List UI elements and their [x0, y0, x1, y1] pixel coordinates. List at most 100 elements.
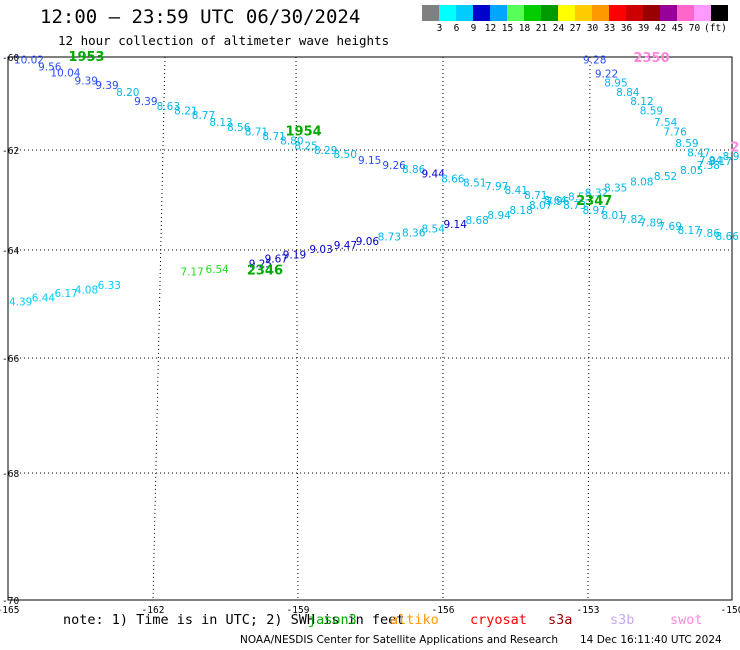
color-scale-unit: (ft) — [704, 23, 727, 34]
mission-cryosat: cryosat — [470, 612, 527, 628]
wave-height-value: 8.64 — [544, 195, 568, 207]
color-scale-swatch — [660, 5, 677, 21]
wave-height-value: 8.77 — [192, 110, 215, 122]
track-time-label: 2347 — [576, 194, 612, 209]
track-time-label: 2350 — [633, 51, 669, 66]
wave-height-value: 8.68 — [465, 215, 488, 227]
wave-height-value: 8.56 — [227, 122, 251, 134]
color-scale-label: 12 — [484, 23, 497, 34]
color-scale-swatch — [558, 5, 575, 21]
wave-height-value: 7.97 — [485, 181, 508, 193]
color-scale-label: 42 — [654, 23, 667, 34]
color-scale-label: 15 — [501, 23, 514, 34]
wave-height-value: 7.82 — [620, 214, 643, 226]
wave-height-value: 8.86 — [402, 164, 426, 176]
wave-height-value: 8.71 — [245, 126, 268, 138]
color-scale-label: 18 — [518, 23, 531, 34]
longitude-label: -159 — [287, 605, 310, 616]
wave-height-value: 8.73 — [378, 232, 401, 244]
wave-height-value: 8.29 — [314, 145, 337, 157]
wave-height-value: 8.54 — [422, 224, 446, 236]
wave-height-value: 9.39 — [75, 75, 98, 87]
wave-height-value: 8.94 — [723, 151, 740, 163]
wave-height-value: 9.19 — [283, 249, 306, 261]
wave-height-value: 9.26 — [382, 160, 406, 172]
color-scale-swatch — [439, 5, 456, 21]
map-subtitle: 12 hour collection of altimeter wave hei… — [58, 33, 390, 48]
color-scale-label: 33 — [603, 23, 616, 34]
wave-height-value: 7.17 — [180, 267, 203, 279]
color-scale-swatch — [626, 5, 643, 21]
color-scale-label: 9 — [470, 23, 477, 34]
wave-height-value: 4.39 — [9, 296, 32, 308]
longitude-label: -153 — [577, 605, 600, 616]
wave-height-value: 8.95 — [604, 78, 627, 90]
wave-height-value: 9.56 — [38, 61, 62, 73]
wave-height-value: 9.15 — [358, 155, 381, 167]
color-scale-swatch — [575, 5, 592, 21]
wave-height-value: 8.94 — [487, 210, 511, 222]
created-timestamp: 14 Dec 16:11:40 UTC 2024 — [580, 634, 722, 646]
latitude-label: -68 — [2, 469, 19, 480]
wave-height-value: 8.13 — [209, 117, 232, 129]
color-scale-swatch — [490, 5, 507, 21]
wave-height-value: 8.36 — [402, 228, 426, 240]
mission-swot: swot — [670, 612, 703, 628]
wave-height-value: 9.06 — [356, 236, 380, 248]
wave-height-value: 6.54 — [205, 264, 229, 276]
wave-height-value: 8.17 — [708, 156, 731, 168]
wave-height-value: 8.01 — [601, 210, 624, 222]
longitude-label: -165 — [0, 605, 19, 616]
wave-height-value: 9.28 — [583, 54, 606, 66]
latitude-label: -66 — [2, 354, 19, 365]
color-scale-swatch — [677, 5, 694, 21]
color-scale-swatch — [694, 5, 711, 21]
wave-height-value: 8.20 — [116, 87, 139, 99]
wave-height-value: 8.50 — [334, 149, 357, 161]
wave-height-value: 8.71 — [262, 131, 285, 143]
map-frame — [7, 56, 733, 601]
wave-height-value: 8.80 — [280, 136, 303, 148]
wave-height-value: 8.66 — [716, 231, 740, 243]
credit-line: NOAA/NESDIS Center for Satellite Applica… — [240, 634, 558, 646]
color-scale-swatch — [609, 5, 626, 21]
longitude-label: -162 — [142, 605, 165, 616]
wave-height-value: 8.05 — [680, 165, 703, 177]
wave-height-value: 8.73 — [563, 200, 586, 212]
wave-height-value: 7.89 — [639, 218, 662, 230]
color-scale-swatch — [456, 5, 473, 21]
wave-height-value: 6.44 — [32, 293, 56, 305]
longitude-gridline — [587, 56, 591, 601]
color-scale-swatch — [473, 5, 490, 21]
latitude-label: -70 — [2, 596, 19, 607]
wave-height-value: 9.14 — [444, 219, 468, 231]
wave-height-value: 9.67 — [265, 254, 288, 266]
wave-height-value: 7.94 — [699, 155, 723, 167]
wave-height-value: 9.47 — [334, 240, 357, 252]
wave-height-value: 6.17 — [54, 288, 77, 300]
wave-height-value: 4.08 — [75, 284, 98, 296]
longitude-gridline — [295, 56, 299, 601]
wave-height-value: 9.25 — [249, 259, 272, 271]
track-time-label: 2346 — [247, 264, 283, 279]
wave-height-value: 9.39 — [134, 96, 157, 108]
color-scale-label: 36 — [620, 23, 633, 34]
mission-altiko: altiko — [390, 612, 439, 628]
wave-height-value: 8.12 — [630, 96, 653, 108]
wave-height-value: 9.22 — [595, 68, 618, 80]
wave-height-value: 8.41 — [505, 185, 528, 197]
wave-height-value: 10.02 — [14, 54, 44, 66]
color-scale-label: 45 — [671, 23, 684, 34]
wave-height-value: 8.59 — [640, 105, 663, 117]
track-time-label: 235 — [730, 141, 740, 156]
wave-height-value: 8.63 — [157, 101, 180, 113]
wave-height-value: 8.18 — [509, 205, 532, 217]
color-scale-label: 21 — [535, 23, 548, 34]
footer-note: note: 1) Time is in UTC; 2) SWH is in fe… — [63, 612, 405, 628]
color-scale-label: 39 — [637, 23, 650, 34]
wave-height-value: 8.53 — [568, 192, 591, 204]
map-title: 12:00 – 23:59 UTC 06/30/2024 — [40, 6, 361, 28]
wave-height-value: 9.39 — [95, 80, 118, 92]
color-scale-swatch — [711, 5, 728, 21]
wave-height-value: 7.38 — [697, 160, 720, 172]
